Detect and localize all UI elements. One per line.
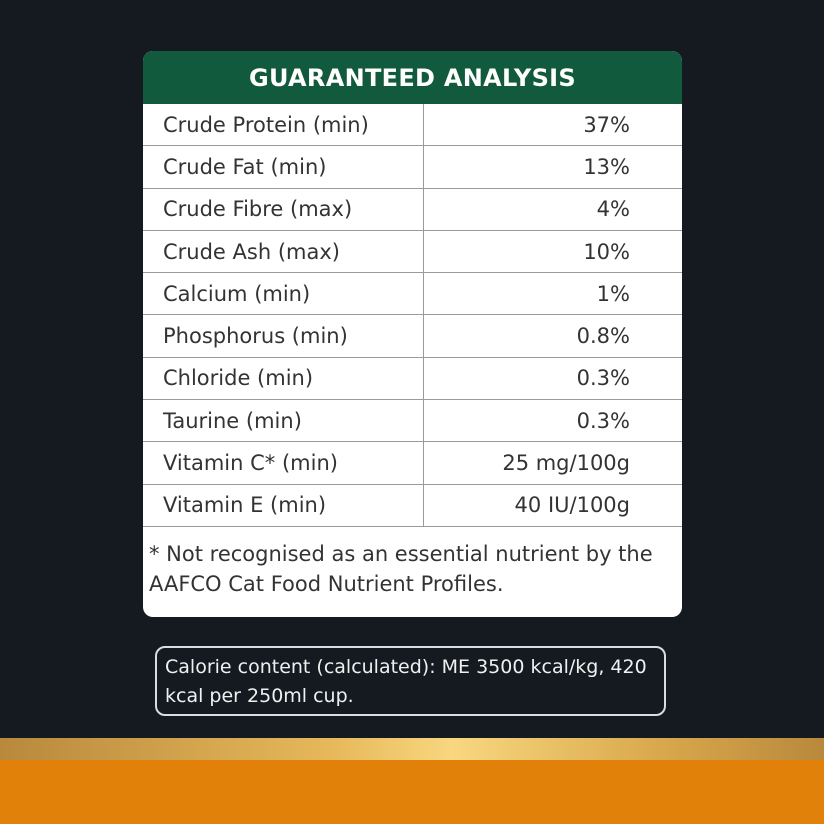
table-row: Calcium (min) 1% [143,273,682,316]
table-row: Chloride (min) 0.3% [143,357,682,401]
table-row: Crude Protein (min) 37% [143,104,682,147]
nutrient-name: Crude Protein (min) [143,104,424,146]
table-title: GUARANTEED ANALYSIS [143,51,682,104]
table-row: Crude Ash (max) 10% [143,230,682,274]
nutrient-name: Taurine (min) [143,400,424,442]
nutrient-value: 40 IU/100g [514,493,630,518]
gold-band [0,738,824,760]
nutrient-name: Calcium (min) [143,273,424,315]
nutrient-value: 4% [596,197,630,222]
nutrient-name: Vitamin E (min) [143,484,424,526]
table-row: Crude Fat (min) 13% [143,146,682,189]
nutrient-value: 0.3% [576,366,630,391]
guaranteed-analysis-table: GUARANTEED ANALYSIS Crude Protein (min) 3… [143,51,682,617]
table-row: Crude Fibre (max) 4% [143,188,682,231]
orange-band [0,760,824,824]
table-row: Taurine (min) 0.3% [143,400,682,443]
nutrient-value: 1% [596,281,630,306]
nutrient-value: 25 mg/100g [502,451,630,476]
nutrient-value: 0.3% [576,408,630,433]
table-row: Vitamin C* (min) 25 mg/100g [143,442,682,485]
nutrient-name: Crude Ash (max) [143,230,424,273]
nutrient-name: Phosphorus (min) [143,315,424,357]
table-row: Phosphorus (min) 0.8% [143,315,682,358]
nutrient-value: 13% [583,154,630,179]
footnote: * Not recognised as an essential nutrien… [149,541,653,596]
nutrient-value: 0.8% [576,324,630,349]
nutrient-name: Crude Fibre (max) [143,188,424,230]
nutrient-name: Crude Fat (min) [143,146,424,188]
nutrient-value: 10% [583,239,630,264]
nutrient-name: Chloride (min) [143,357,424,400]
calorie-content: Calorie content (calculated): ME 3500 kc… [155,646,666,716]
table-row: Vitamin E (min) 40 IU/100g [143,484,682,527]
nutrient-name: Vitamin C* (min) [143,442,424,484]
nutrient-value: 37% [583,112,630,137]
